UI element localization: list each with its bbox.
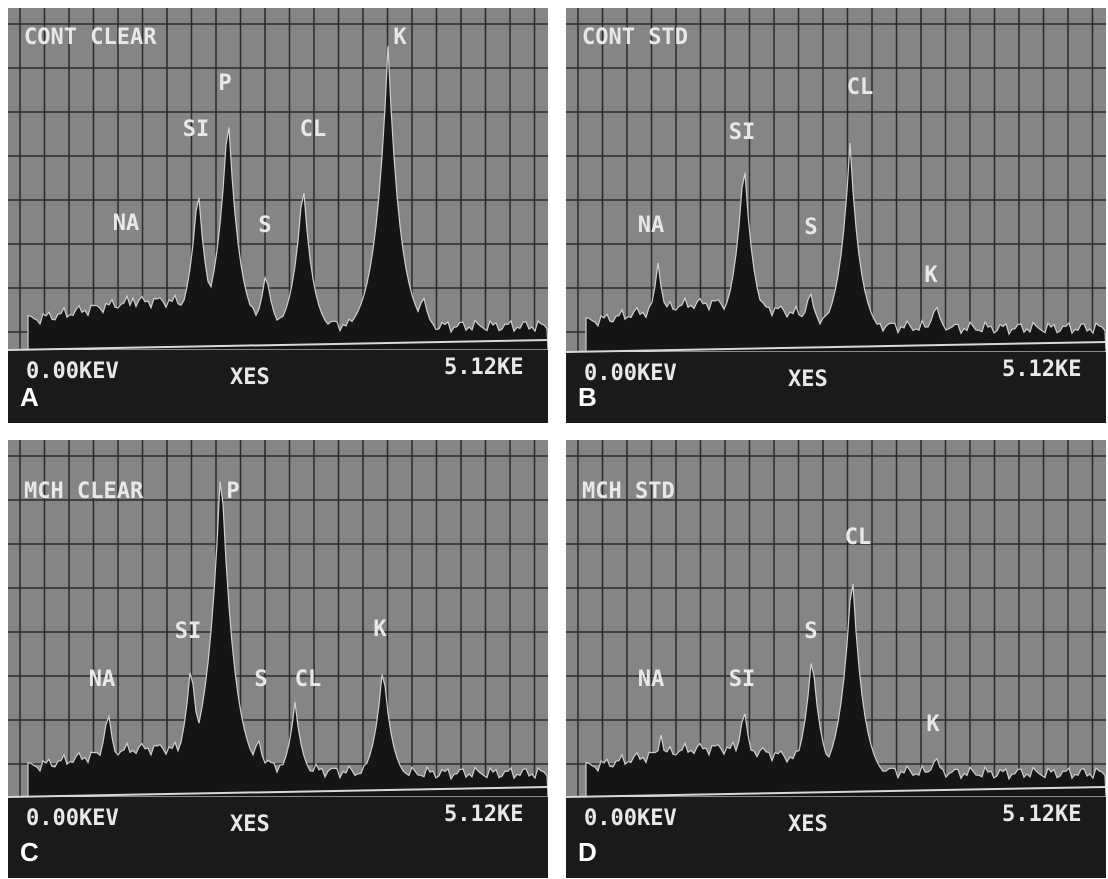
peak-label: K [926, 712, 940, 737]
peak-label: P [226, 479, 239, 504]
peak-label: CL [845, 525, 872, 550]
peak-label: SI [175, 619, 202, 644]
spectrum-panel: MCH STD CL S NA SI K 0.00KEV XES 5.12KE D [566, 440, 1106, 878]
peak-label: CL [295, 667, 322, 692]
axis-end: 5.12KE [444, 802, 523, 827]
axis-end: 5.12KE [1002, 802, 1081, 827]
axis-start: 0.00KEV [26, 806, 119, 831]
peak-label: NA [113, 211, 140, 236]
panel-title: MCH CLEAR [24, 479, 144, 504]
peak-label: SI [729, 120, 756, 145]
peak-label: P [218, 71, 231, 96]
panel-letter: A [20, 382, 39, 412]
panel-title: CONT CLEAR [24, 25, 157, 50]
panel-letter: D [578, 837, 597, 867]
spectrum-panel: CONT STD CL SI NA S K 0.00KEV XES 5.12KE B [566, 8, 1106, 423]
peak-label: CL [847, 75, 874, 100]
axis-start: 0.00KEV [584, 806, 677, 831]
axis-start: 0.00KEV [584, 361, 677, 386]
axis-end: 5.12KE [1002, 357, 1081, 382]
panel-title: MCH STD [582, 479, 675, 504]
axis-mid: XES [230, 812, 270, 837]
peak-label: S [258, 213, 271, 238]
peak-label: NA [89, 667, 116, 692]
spectrum-panel: CONT CLEAR K P SI CL NA S 0.00KEV XES 5.12KE A [8, 8, 548, 423]
peak-label: NA [638, 667, 665, 692]
axis-mid: XES [230, 365, 270, 390]
figure: CONT CLEARKPSICLNAS0.00KEVXES5.12KEACONT… [0, 0, 1108, 879]
peak-label: SI [729, 667, 756, 692]
panel-letter: B [578, 382, 597, 412]
peak-label: SI [183, 117, 210, 142]
peak-label: S [804, 619, 817, 644]
screen-glow [8, 8, 548, 350]
axis-mid: XES [788, 367, 828, 392]
axis-start: 0.00KEV [26, 359, 119, 384]
peak-label: K [924, 263, 938, 288]
panel-letter: C [20, 837, 39, 867]
peak-label: K [373, 617, 387, 642]
peak-label: S [254, 667, 267, 692]
axis-mid: XES [788, 812, 828, 837]
panel-title: CONT STD [582, 25, 688, 50]
peak-label: CL [300, 117, 327, 142]
axis-end: 5.12KE [444, 355, 523, 380]
peak-label: NA [638, 213, 665, 238]
peak-label: K [393, 25, 407, 50]
peak-label: S [804, 215, 817, 240]
spectrum-panel: MCH CLEAR P SI K NA S CL 0.00KEV XES 5.12KE C [8, 440, 548, 878]
